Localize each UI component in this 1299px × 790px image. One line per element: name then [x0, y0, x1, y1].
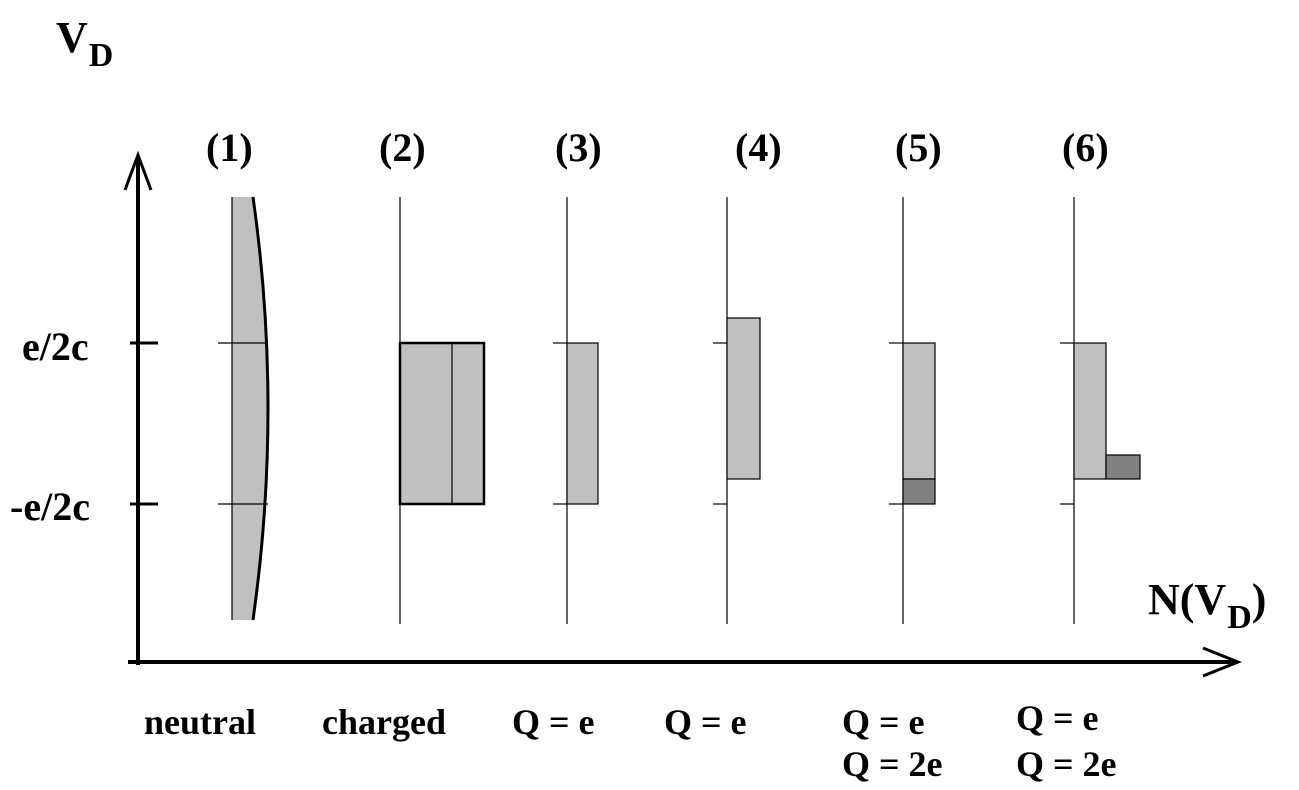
panel-2-graphic	[398, 197, 486, 624]
tick-label-upper: e/2c	[22, 324, 89, 369]
panel-3-caption: Q = e	[512, 702, 595, 742]
x-axis-label-close: )	[1251, 575, 1267, 624]
axes	[123, 150, 1243, 678]
panel-4-graphic	[713, 197, 761, 624]
panel-3-graphic	[553, 197, 599, 624]
panel-1-caption: neutral	[144, 702, 256, 742]
panel-6-caption-line-1: Q = e	[1016, 698, 1099, 738]
panel-4-level-box	[726, 317, 761, 480]
y-axis-label-main: V	[56, 13, 88, 62]
panel-6-level-box-q2	[1105, 454, 1141, 480]
panel-5-graphic	[889, 197, 936, 624]
x-axis-label-subscript: D	[1227, 599, 1252, 636]
panel-6-graphic	[1060, 197, 1141, 624]
panel-2-number: (2)	[379, 125, 426, 170]
panel-5-level-box-q1	[902, 342, 936, 480]
x-axis-label-main: N(V	[1148, 575, 1227, 624]
panel-6-number: (6)	[1062, 125, 1109, 170]
panel-5-caption-line-1: Q = e	[842, 702, 925, 742]
panel-3-number: (3)	[555, 125, 602, 170]
panel-6-level-box-q1	[1073, 342, 1107, 480]
panel-5-caption-line-2: Q = 2e	[842, 744, 943, 784]
panel-1-graphic	[218, 196, 270, 621]
panel-1-dos-curve	[251, 196, 270, 621]
panel-1-dos-shape	[232, 197, 268, 620]
panel-4-caption: Q = e	[664, 702, 747, 742]
panel-5-number: (5)	[895, 125, 942, 170]
y-axis-label: VD	[56, 13, 113, 73]
x-axis-label: N(VD)	[1148, 575, 1267, 635]
panel-5-level-box-q2	[902, 478, 936, 505]
panel-2-caption: charged	[322, 702, 446, 742]
y-axis-arrowhead	[123, 150, 153, 191]
panel-1-number: (1)	[206, 125, 253, 170]
tick-label-lower: -e/2c	[10, 484, 90, 529]
panel-2-level-box	[398, 341, 486, 506]
y-axis-label-subscript: D	[88, 37, 114, 74]
panel-3-level-box	[566, 342, 599, 505]
panel-6-caption-line-2: Q = 2e	[1016, 744, 1117, 784]
x-axis-arrowhead	[1202, 646, 1243, 678]
panel-4-number: (4)	[735, 125, 782, 170]
